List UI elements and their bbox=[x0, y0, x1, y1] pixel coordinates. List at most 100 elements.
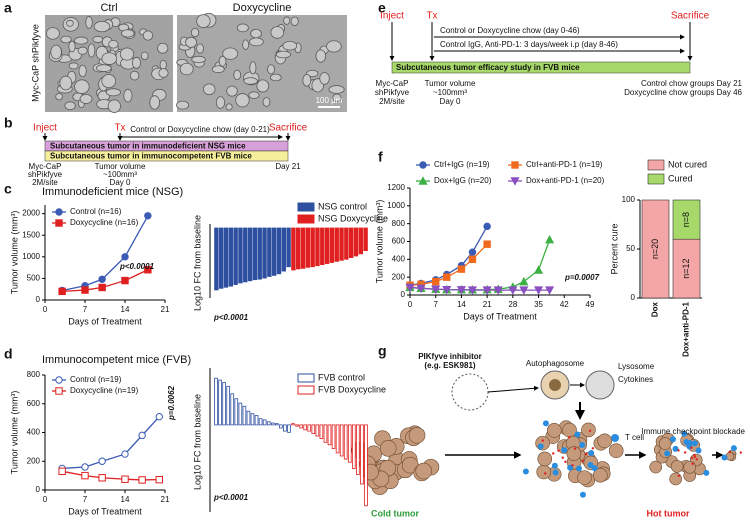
x-tick-label: 0 bbox=[43, 495, 48, 504]
x-tick-label: Dox bbox=[651, 301, 660, 317]
legend-label: NSG Doxycycline bbox=[318, 213, 388, 223]
cell bbox=[74, 36, 89, 45]
marker bbox=[121, 253, 129, 261]
pathway-circle bbox=[451, 373, 489, 411]
annotation: p<0.0001 bbox=[213, 493, 249, 502]
tx-label: Tx bbox=[426, 11, 437, 22]
legend-label: FVB control bbox=[318, 372, 365, 382]
tumor-cell bbox=[546, 423, 562, 438]
bar bbox=[334, 227, 339, 262]
marker bbox=[508, 286, 518, 295]
x-axis-label: Days of Treatment bbox=[463, 311, 537, 321]
bar bbox=[274, 423, 279, 426]
x-tick-label: Dox+anti-PD-1 bbox=[682, 301, 691, 356]
scale-label: 100 µm bbox=[316, 96, 343, 105]
x-tick-label: 42 bbox=[560, 300, 569, 309]
y-tick-label: 0 bbox=[36, 485, 41, 494]
cytokine-label: Cytokines bbox=[618, 375, 653, 384]
legend-marker bbox=[55, 219, 63, 227]
cell bbox=[77, 46, 88, 55]
nucleus bbox=[549, 379, 561, 391]
cytokine bbox=[561, 456, 564, 459]
tumor-cell bbox=[649, 460, 663, 474]
tumor-cell bbox=[593, 467, 608, 483]
marker bbox=[98, 283, 106, 292]
bar bbox=[305, 227, 311, 268]
cell bbox=[270, 26, 285, 39]
y-axis-label: Percent cure bbox=[609, 223, 619, 274]
tumor-cell bbox=[415, 462, 433, 480]
cell bbox=[249, 37, 264, 47]
legend-label: Doxycycline (n=19) bbox=[70, 386, 139, 395]
drug-label: PIKfyve inhibitor bbox=[418, 352, 482, 361]
cell bbox=[50, 44, 62, 60]
legend-marker bbox=[419, 161, 427, 169]
cell bbox=[185, 36, 197, 48]
cytokine bbox=[677, 449, 680, 452]
cytokine bbox=[739, 451, 743, 454]
start-info: ~100mm³ bbox=[103, 170, 137, 179]
organelle-label: Autophagosome bbox=[526, 359, 585, 368]
end-info: Control chow groups Day 21 bbox=[641, 79, 742, 88]
cell bbox=[211, 65, 225, 74]
cell bbox=[119, 47, 135, 61]
marker bbox=[456, 286, 466, 295]
legend-label: NSG control bbox=[318, 201, 367, 211]
panel-label: b bbox=[4, 115, 13, 131]
t-cell bbox=[591, 465, 598, 472]
legend-marker bbox=[418, 176, 428, 185]
cell bbox=[93, 20, 111, 33]
cell bbox=[74, 79, 90, 94]
bar bbox=[339, 424, 344, 457]
x-tick-label: 21 bbox=[483, 300, 492, 309]
y-tick-label: 500 bbox=[27, 274, 41, 283]
y-tick-label: 800 bbox=[392, 219, 406, 228]
x-tick-label: 14 bbox=[457, 300, 466, 309]
inject-label: Inject bbox=[33, 123, 57, 134]
bar bbox=[320, 227, 325, 266]
y-tick-label: 600 bbox=[27, 399, 41, 408]
bar bbox=[331, 424, 336, 449]
cell bbox=[140, 51, 149, 61]
t-cell bbox=[561, 447, 568, 454]
cell bbox=[105, 88, 121, 97]
t-cell bbox=[552, 469, 559, 476]
t-cell bbox=[576, 465, 583, 472]
cytokine bbox=[591, 447, 595, 450]
bar bbox=[267, 227, 272, 277]
x-tick-label: 0 bbox=[408, 300, 413, 309]
cytokine bbox=[695, 458, 698, 461]
sacrifice-label: Sacrifice bbox=[269, 123, 308, 134]
legend-swatch bbox=[647, 159, 665, 171]
bar-segment bbox=[672, 199, 701, 240]
marker bbox=[405, 283, 415, 293]
marker bbox=[81, 471, 89, 480]
image-title: Doxycycline bbox=[233, 2, 292, 14]
cell bbox=[107, 99, 121, 113]
sacrifice-label: Sacrifice bbox=[671, 11, 710, 22]
bar bbox=[324, 227, 330, 264]
marker bbox=[545, 234, 555, 244]
cytokine bbox=[552, 452, 555, 455]
tumor-cell bbox=[670, 460, 684, 473]
bar bbox=[219, 227, 224, 289]
t-cell-label: T cell bbox=[625, 433, 644, 442]
hot-label: Hot tumor bbox=[647, 508, 690, 518]
tumor-cell bbox=[537, 451, 553, 467]
cell bbox=[196, 43, 204, 54]
cell bbox=[236, 23, 249, 33]
cell bbox=[95, 64, 112, 72]
timeline-bar bbox=[391, 61, 691, 74]
cell-info: shPikfyve bbox=[375, 88, 410, 97]
bar bbox=[234, 398, 239, 426]
bar bbox=[218, 379, 222, 426]
bar bbox=[271, 227, 277, 276]
cell bbox=[282, 40, 298, 51]
cell bbox=[262, 97, 271, 107]
cytokine bbox=[693, 455, 697, 458]
legend-label: Doxycycline (n=16) bbox=[70, 218, 139, 227]
tumor-cell bbox=[566, 446, 582, 461]
cell bbox=[64, 101, 76, 111]
marker bbox=[443, 273, 451, 281]
bar bbox=[335, 424, 340, 454]
